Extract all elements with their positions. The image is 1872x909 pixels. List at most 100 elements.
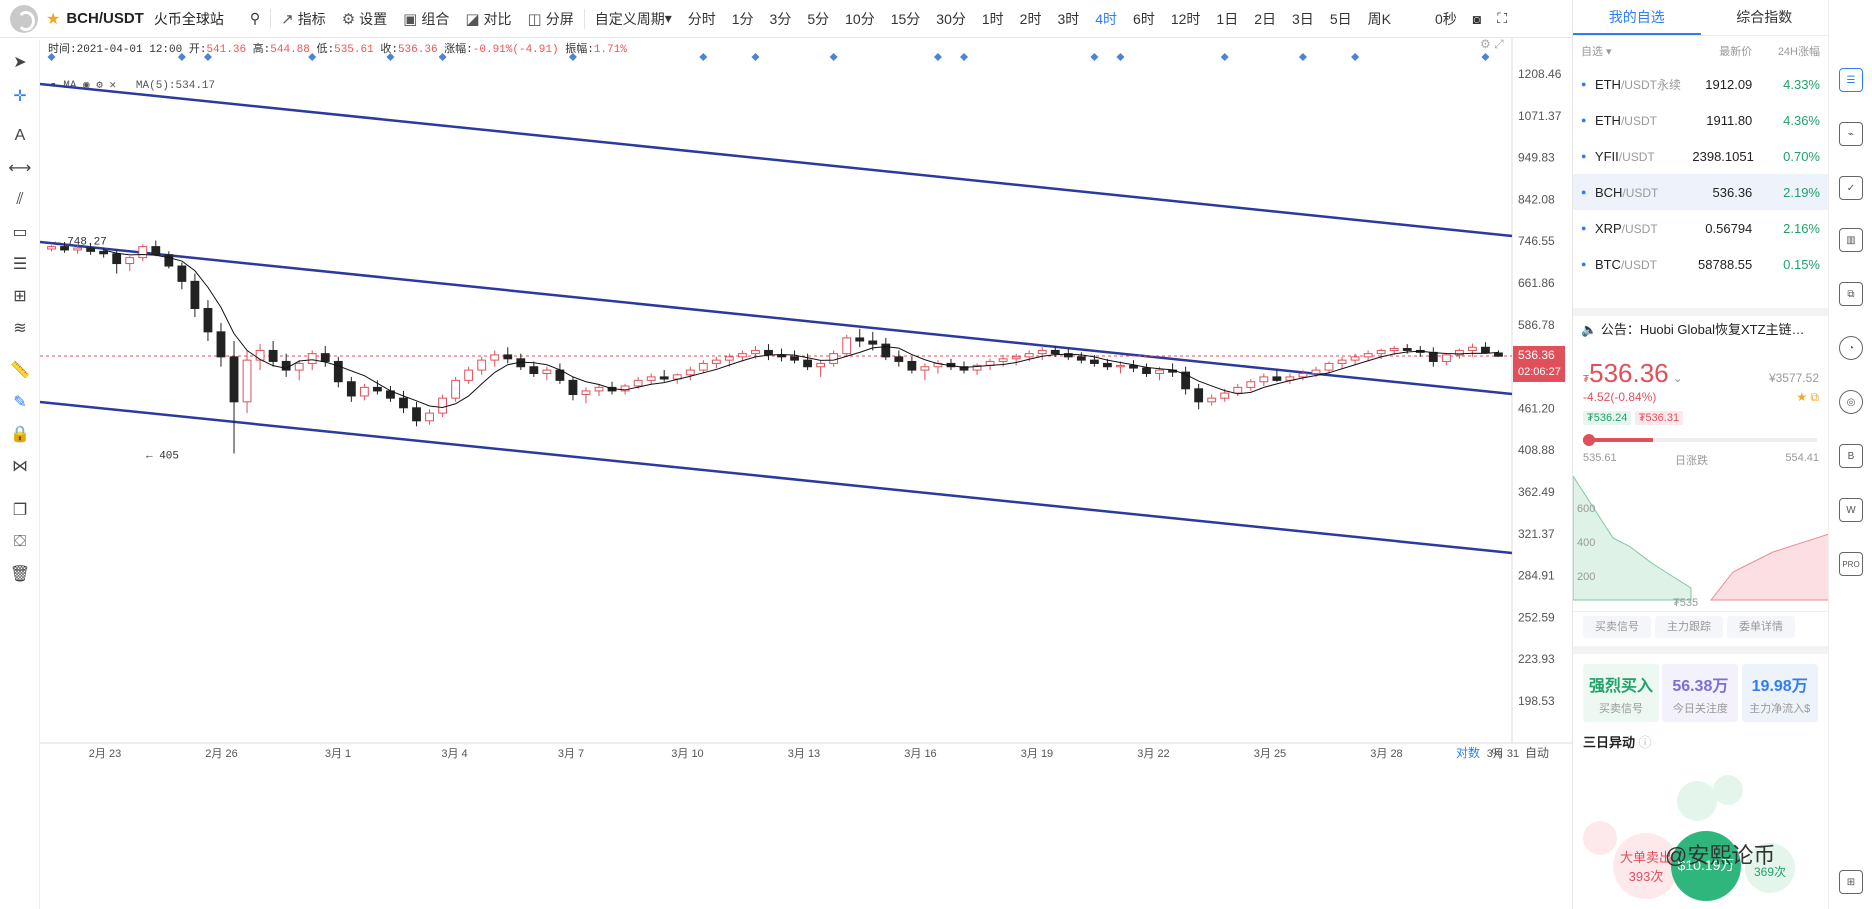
period-2[interactable]: 3分: [769, 10, 792, 27]
inflow-box[interactable]: 19.98万 主力净流入$: [1741, 664, 1818, 722]
watchlist-row[interactable]: ● ETH/USDT 1911.80 4.36%: [1573, 102, 1828, 138]
auto-toggle[interactable]: 自动: [1525, 746, 1549, 760]
period-1[interactable]: 1分: [731, 10, 754, 27]
crosshair-icon[interactable]: ✛: [13, 88, 27, 105]
period-4[interactable]: 10分: [845, 10, 875, 27]
watchlist-row[interactable]: ● YFII/USDT 2398.1051 0.70%: [1573, 138, 1828, 174]
custom-period-dropdown[interactable]: 自定义周期 ▾: [594, 10, 672, 27]
candle-body: [1050, 349, 1060, 355]
signal-box[interactable]: 强烈买入 买卖信号: [1583, 664, 1659, 722]
b-icon[interactable]: B: [1839, 444, 1863, 468]
compare-button[interactable]: ◪ 对比: [457, 0, 519, 38]
combo-button[interactable]: ▣ 组合: [395, 0, 457, 38]
coin-symbol: BCH: [1594, 184, 1623, 200]
group-selector[interactable]: 自选 ▾: [1581, 46, 1612, 58]
candle-body: [894, 356, 904, 362]
pro-icon[interactable]: PRO: [1839, 552, 1863, 576]
watchlist-icon[interactable]: ☰: [1839, 68, 1863, 92]
time-label: 时间:: [48, 44, 77, 56]
period-16[interactable]: 5日: [1329, 10, 1352, 27]
period-11[interactable]: 6时: [1133, 10, 1155, 27]
analysis-icon[interactable]: ⌁: [1839, 122, 1863, 146]
period-5[interactable]: 15分: [890, 10, 921, 27]
cursor-icon[interactable]: ➤: [13, 54, 27, 71]
hline-icon[interactable]: ⟷: [8, 160, 32, 177]
tab-order-detail[interactable]: 委单详情: [1727, 616, 1795, 638]
channel-line-1[interactable]: [40, 240, 1513, 396]
favorite-star-icon[interactable]: ★: [46, 10, 61, 28]
attention-box[interactable]: 56.38万 今日关注度: [1662, 664, 1739, 722]
period-10[interactable]: 4时: [1095, 10, 1118, 27]
search-icon[interactable]: ⚲: [249, 10, 261, 26]
grid-icon[interactable]: ⊞: [13, 288, 27, 305]
period-0[interactable]: 分时: [687, 10, 716, 27]
coin-icon: ●: [1581, 223, 1587, 233]
channel-line-2[interactable]: [40, 400, 1513, 555]
watchlist-row[interactable]: ● BTC/USDT 58788.55 0.15%: [1573, 246, 1828, 282]
price-chart[interactable]: ← 748.27 ← 405 ⚙ ⤢ 1208.46 1071.37 949.83 842…: [40, 38, 1572, 909]
period-9[interactable]: 3时: [1057, 10, 1080, 27]
period-15[interactable]: 3日: [1292, 10, 1314, 27]
bubble-amount[interactable]: $10.19万: [1671, 831, 1741, 901]
tab-signal[interactable]: 买卖信号: [1583, 616, 1651, 638]
ruler-icon[interactable]: 📏: [10, 362, 30, 379]
split-screen-button[interactable]: ◫ 分屏: [520, 0, 582, 38]
x-tick-label: 3月 10: [671, 748, 703, 760]
info-icon[interactable]: ⓘ: [1638, 735, 1652, 750]
period-13[interactable]: 1日: [1216, 10, 1239, 27]
favorite-icon[interactable]: ★ ⧉: [1796, 390, 1819, 404]
bar-chart-icon[interactable]: ▥: [1839, 228, 1863, 252]
wave-icon[interactable]: ≋: [13, 320, 27, 337]
x-tick-label: 2月 23: [89, 748, 121, 760]
text-tool-icon[interactable]: A: [14, 127, 26, 144]
chart-settings-icon[interactable]: ⚙ ⤢: [1480, 38, 1504, 51]
period-8[interactable]: 2时: [1019, 10, 1042, 27]
watchlist-row[interactable]: ● XRP/USDT 0.56794 2.16%: [1573, 210, 1828, 246]
tab-composite-index[interactable]: 综合指数: [1736, 9, 1793, 25]
settings-button[interactable]: ⚙ 设置: [334, 0, 395, 38]
coin-symbol: ETH: [1594, 112, 1621, 128]
period-14[interactable]: 2日: [1254, 10, 1277, 27]
price-dropdown-icon[interactable]: ⌄: [1672, 371, 1683, 385]
checklist-icon[interactable]: ✓: [1839, 176, 1863, 200]
w-icon[interactable]: W: [1839, 498, 1863, 522]
tab-main-force[interactable]: 主力跟踪: [1655, 616, 1723, 638]
clock-icon[interactable]: ◔: [1839, 336, 1863, 360]
candle-body: [346, 381, 356, 397]
indicator-button[interactable]: ↗ 指标: [273, 0, 334, 38]
symbol-title[interactable]: BCH/USDT: [66, 10, 144, 27]
candle-body: [1220, 392, 1230, 399]
period-7[interactable]: 1时: [981, 10, 1004, 27]
picture-icon[interactable]: ⛋: [13, 533, 27, 550]
bubble-count[interactable]: 369次: [1745, 843, 1795, 893]
high-annotation: ← 748.27: [54, 236, 107, 248]
period-17[interactable]: 周K: [1367, 10, 1391, 27]
camera-icon[interactable]: ◙: [1472, 10, 1482, 27]
watchlist-row[interactable]: ● BCH/USDT 536.36 2.19%: [1573, 174, 1828, 210]
bubble-sell[interactable]: 大单卖出 393次: [1613, 833, 1679, 899]
brush-icon[interactable]: ✎: [13, 394, 27, 411]
period-12[interactable]: 12时: [1170, 10, 1201, 27]
magnet-icon[interactable]: ⋈: [12, 458, 28, 475]
percent-toggle[interactable]: %: [1492, 746, 1503, 760]
fullscreen-icon[interactable]: ⛶: [1497, 10, 1508, 26]
layers-icon[interactable]: ⧉: [1839, 282, 1863, 306]
bookmark-icon[interactable]: ❐: [12, 502, 28, 519]
y-tick-label: 284.91: [1518, 569, 1555, 583]
grid-icon[interactable]: ⊞: [1839, 870, 1863, 894]
compass-icon[interactable]: ◎: [1839, 390, 1863, 414]
coin-name: YFII/USDT: [1595, 149, 1692, 164]
notice-bar[interactable]: 🔈 公告：Huobi Global恢复XTZ主链…: [1573, 308, 1829, 344]
coin-pair: /USDT: [1622, 185, 1659, 200]
trendline-icon[interactable]: ⫽: [16, 191, 24, 208]
rectangle-icon[interactable]: ▭: [12, 224, 28, 241]
fib-icon[interactable]: ☰: [12, 256, 28, 273]
period-6[interactable]: 30分: [936, 10, 966, 27]
period-3[interactable]: 5分: [807, 10, 830, 27]
log-scale-toggle[interactable]: 对数: [1456, 745, 1480, 760]
watchlist-row[interactable]: ● ETH/USDT永续 1912.09 4.33%: [1573, 66, 1828, 102]
tab-my-watchlist[interactable]: 我的自选: [1573, 0, 1701, 35]
trash-icon[interactable]: 🗑: [9, 566, 31, 583]
channel-line-0[interactable]: [40, 82, 1513, 238]
lock-icon[interactable]: 🔒: [10, 426, 30, 443]
